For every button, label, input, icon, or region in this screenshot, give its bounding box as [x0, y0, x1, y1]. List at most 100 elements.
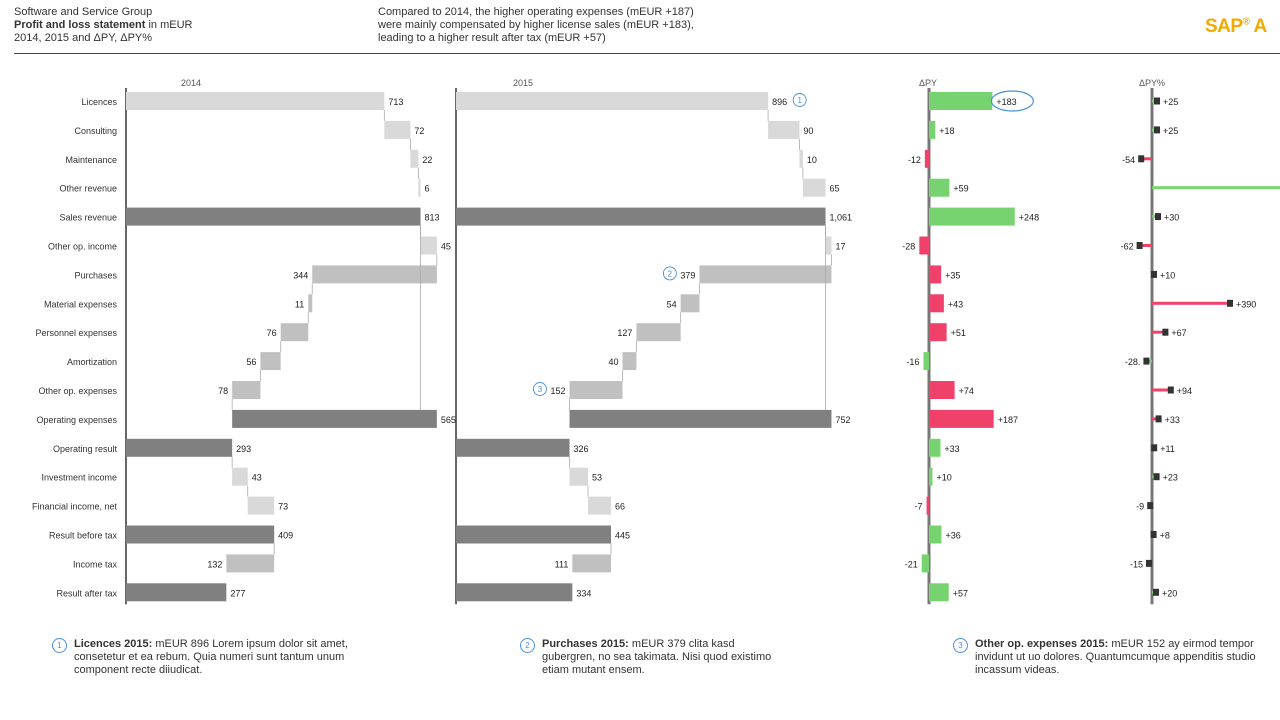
- dpyp-pin-head: [1153, 473, 1160, 481]
- ac-value-label: 53: [592, 473, 602, 483]
- dpy-value-label: +74: [959, 386, 974, 396]
- py-bar: [312, 265, 437, 284]
- highlight-ellipse: [990, 90, 1034, 112]
- dpyp-value-label: +94: [1177, 386, 1192, 396]
- column-title-2014: 2014: [181, 78, 201, 88]
- dpy-value-label: +36: [945, 531, 960, 541]
- footnote-text: mEUR 896 Lorem ipsum dolor sit amet, con…: [74, 638, 348, 676]
- category-label: Maintenance: [65, 155, 117, 165]
- ac-value-label: 379: [680, 270, 695, 280]
- dpyp-value-label: +33: [1165, 415, 1180, 425]
- category-label: Consulting: [74, 126, 117, 136]
- dpy-bar: [919, 236, 929, 255]
- py-value-label: 6: [425, 184, 430, 194]
- dpyp-pin-head: [1151, 444, 1158, 452]
- dpyp-pin-head: [1162, 328, 1169, 336]
- dpy-bar: [926, 496, 929, 515]
- ac-bar: [799, 149, 803, 168]
- dpy-bar: [924, 149, 929, 168]
- dpyp-pin-head: [1136, 242, 1143, 249]
- ac-bar: [569, 467, 589, 486]
- category-label: Financial income, net: [32, 502, 118, 512]
- footnote-1: 1 Licences 2015: mEUR 896 Lorem ipsum do…: [52, 638, 384, 677]
- category-label: Other revenue: [59, 184, 117, 194]
- category-label: Licences: [81, 97, 117, 107]
- dpyp-pin-head: [1155, 213, 1161, 221]
- column-title-2015: 2015: [513, 78, 533, 88]
- dpyp-pin: [1152, 417, 1159, 421]
- py-bar: [308, 294, 313, 313]
- footnote-title: Purchases 2015:: [542, 638, 629, 650]
- ac-bar: [622, 352, 637, 371]
- dpyp-pin-head: [1146, 559, 1152, 567]
- category-label: Personnel expenses: [35, 328, 117, 338]
- dpy-value-label: +35: [945, 270, 960, 280]
- dpyp-pin: [1152, 388, 1171, 392]
- ac-bar: [636, 323, 681, 342]
- dpyp-pin-head: [1151, 270, 1157, 278]
- dpyp-value-label: -9: [1136, 502, 1144, 512]
- ac-bar: [456, 207, 826, 226]
- logo-text: SAP: [1205, 16, 1243, 37]
- dpy-bar: [929, 438, 941, 457]
- py-value-label: 45: [441, 242, 451, 252]
- dpy-bar: [929, 381, 955, 399]
- py-bar: [410, 149, 419, 168]
- category-label: Operating expenses: [36, 415, 117, 425]
- category-label: Result after tax: [56, 588, 117, 598]
- dpyp-value-label: +67: [1171, 328, 1186, 338]
- dpy-bar: [929, 120, 936, 139]
- note-marker-icon: 3: [953, 638, 968, 653]
- dpyp-pin-head: [1147, 502, 1154, 510]
- dpyp-pin-head: [1167, 386, 1174, 394]
- py-bar: [232, 467, 248, 486]
- dpy-bar: [929, 525, 942, 544]
- sap-logo: SAP® A: [1205, 16, 1267, 38]
- py-value-label: 78: [218, 386, 228, 396]
- dpy-bar: [929, 467, 933, 486]
- dpy-value-label: +18: [939, 126, 954, 136]
- ac-bar: [456, 92, 769, 110]
- dpy-value-label: +183: [996, 97, 1016, 107]
- dpy-bar: [921, 554, 929, 573]
- dpy-bar: [929, 265, 942, 284]
- py-value-label: 73: [278, 502, 288, 512]
- footnote-text: mEUR 152 ay eirmod tempor invidunt ut uo…: [975, 638, 1256, 676]
- ac-value-label: 10: [807, 155, 817, 165]
- dpyp-pin-head: [1227, 299, 1233, 307]
- dpyp-value-label: +20: [1162, 588, 1177, 598]
- footnote-text: mEUR 379 clita kasd gubergren, no sea ta…: [542, 638, 772, 676]
- dpyp-value-label: +23: [1163, 473, 1178, 483]
- dpy-value-label: -7: [915, 502, 923, 512]
- dpyp-pin: [1139, 244, 1152, 247]
- dpy-bar: [929, 207, 1015, 226]
- ac-bar: [588, 496, 611, 515]
- note-marker-number: 2: [668, 269, 673, 278]
- dpy-value-label: -16: [906, 357, 919, 367]
- py-bar: [232, 409, 437, 428]
- dpyp-pin-head: [1154, 97, 1160, 105]
- ac-bar: [456, 438, 570, 457]
- ac-value-label: 17: [835, 242, 845, 252]
- ac-bar: [456, 525, 611, 544]
- dpy-bar: [929, 92, 993, 110]
- footnote-2: 2 Purchases 2015: mEUR 379 clita kasd gu…: [520, 638, 772, 677]
- dpyp-pin-head: [1155, 415, 1162, 423]
- py-bar: [260, 352, 281, 371]
- category-label: Other op. expenses: [38, 386, 117, 396]
- ac-value-label: 1,061: [830, 213, 853, 223]
- ac-bar: [456, 583, 573, 602]
- ac-value-label: 326: [574, 444, 589, 454]
- ac-value-label: 90: [803, 126, 813, 136]
- py-bar: [126, 207, 421, 226]
- py-value-label: 76: [267, 328, 277, 338]
- dpyp-pin-head: [1150, 531, 1157, 538]
- py-value-label: 43: [252, 473, 262, 483]
- dpyp-pin-head: [1143, 357, 1150, 365]
- py-bar: [247, 496, 275, 515]
- ac-value-label: 152: [551, 386, 566, 396]
- dpyp-pin-head: [1154, 126, 1160, 134]
- dpyp-value-label: +390: [1236, 299, 1256, 309]
- dpy-bar: [929, 323, 947, 342]
- message-line-1: Compared to 2014, the higher operating e…: [378, 6, 694, 18]
